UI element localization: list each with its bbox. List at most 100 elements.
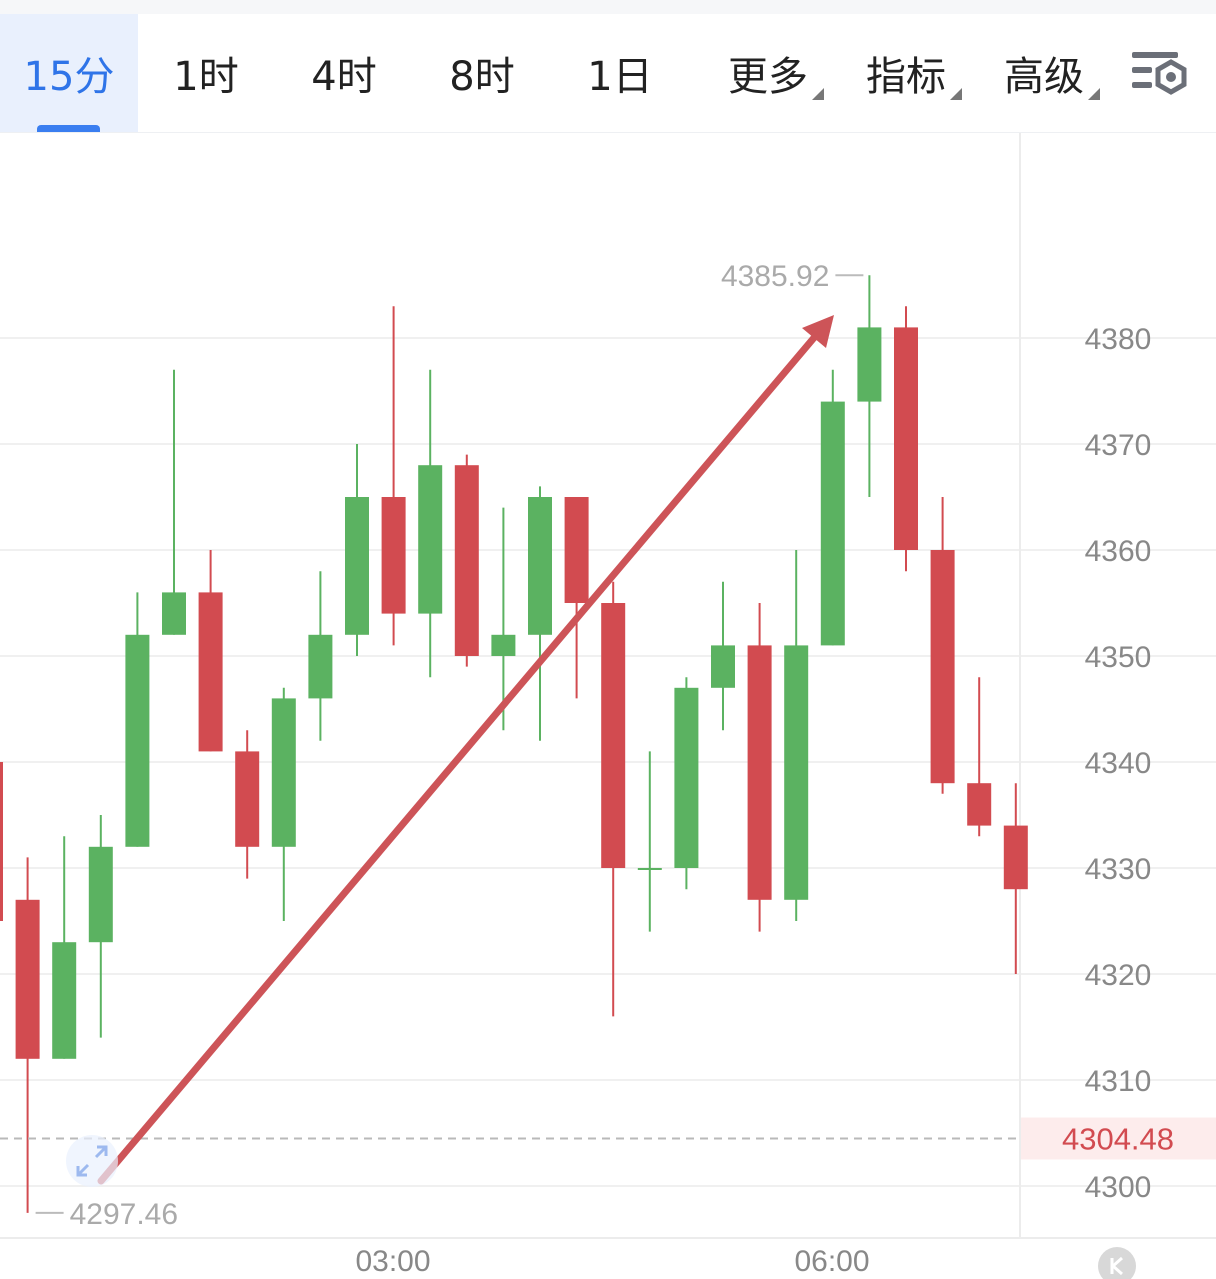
candle-body — [747, 645, 772, 900]
candle — [820, 369, 845, 646]
candle-body — [381, 497, 406, 614]
dropdown-corner-icon — [812, 88, 824, 100]
candle — [198, 550, 223, 752]
dropdown-corner-icon — [1088, 88, 1100, 100]
price-tick-label: 4380 — [1085, 323, 1152, 356]
candle-body — [52, 942, 77, 1059]
candle — [15, 857, 40, 1213]
candle-body — [308, 634, 333, 699]
low-price-label: 4297.46 — [70, 1198, 178, 1231]
time-tick-label: 06:00 — [794, 1245, 869, 1278]
tab-4hour[interactable]: 4时 — [278, 14, 410, 132]
chart-settings-button[interactable] — [1124, 40, 1194, 108]
candle-body — [88, 846, 113, 943]
candle — [637, 751, 662, 932]
more-dropdown-label: 更多 — [728, 54, 808, 100]
candle — [308, 571, 333, 741]
price-tick-label: 4340 — [1085, 747, 1152, 780]
candlestick-chart[interactable]: 4300 4310 4320 4330 4340 4350 4360 4370 4380 03:… — [0, 133, 1216, 1279]
tab-1day[interactable]: 1日 — [554, 14, 686, 132]
candle — [491, 507, 516, 731]
price-tick-label: 4300 — [1085, 1171, 1152, 1204]
candle-body — [930, 550, 955, 784]
candle — [345, 444, 369, 656]
chart-settings-icon — [1132, 52, 1187, 95]
current-price-badge — [1021, 1117, 1216, 1160]
indicator-dropdown[interactable]: 指标 — [850, 14, 962, 132]
candle — [88, 815, 113, 1038]
tab-8hour-label: 8时 — [449, 54, 515, 100]
candle — [784, 550, 809, 921]
candle — [271, 687, 296, 921]
candle-body — [15, 899, 40, 1059]
candle-body — [637, 868, 662, 870]
trend-arrow-annotation — [97, 315, 834, 1185]
candle — [857, 275, 882, 497]
candle-body — [162, 592, 186, 635]
candle — [418, 369, 443, 678]
candle-body — [967, 783, 992, 826]
status-strip — [0, 0, 1216, 14]
candle-body — [674, 687, 699, 868]
candle-body — [345, 497, 369, 635]
candle-body — [784, 645, 809, 900]
candle — [894, 306, 918, 572]
advanced-dropdown-label: 高级 — [1004, 54, 1084, 100]
candle-body — [271, 698, 296, 847]
more-dropdown[interactable]: 更多 — [712, 14, 824, 132]
price-tick-label: 4320 — [1085, 959, 1152, 992]
tab-1hour-label: 1时 — [173, 54, 239, 100]
advanced-dropdown[interactable]: 高级 — [988, 14, 1100, 132]
candle-body — [857, 327, 882, 402]
candle — [711, 581, 735, 731]
price-tick-label: 4350 — [1085, 641, 1152, 674]
candle-body — [894, 327, 918, 550]
dropdown-corner-icon — [950, 88, 962, 100]
candle-body — [491, 634, 516, 656]
price-axis: 4300 4310 4320 4330 4340 4350 4360 4370 4380 — [1085, 323, 1152, 1204]
candle — [674, 677, 699, 890]
k-logo-icon — [1098, 1247, 1136, 1279]
time-tick-label: 03:00 — [355, 1245, 430, 1278]
indicator-dropdown-label: 指标 — [866, 54, 946, 100]
candle-body — [454, 465, 479, 656]
tab-8hour[interactable]: 8时 — [416, 14, 548, 132]
current-price-label: 4304.48 — [1062, 1122, 1174, 1157]
candle-body — [0, 762, 3, 921]
candle-body — [418, 465, 443, 614]
high-price-label: 4385.92 — [721, 260, 829, 293]
price-tick-label: 4360 — [1085, 535, 1152, 568]
candle — [528, 486, 552, 741]
price-tick-label: 4310 — [1085, 1065, 1152, 1098]
tab-15min-label: 15分 — [23, 54, 115, 100]
candle — [381, 306, 406, 646]
active-tab-indicator — [37, 125, 100, 132]
candle — [601, 581, 626, 1017]
candles — [0, 275, 1028, 1213]
timeframe-toolbar: 15分 1时 4时 8时 1日 更多 指标 高级 — [0, 0, 1216, 133]
candle-body — [1003, 825, 1028, 890]
candle — [162, 369, 186, 635]
tab-1hour[interactable]: 1时 — [140, 14, 272, 132]
candle-body — [564, 497, 589, 603]
candle — [1003, 783, 1028, 974]
tab-15min[interactable]: 15分 — [0, 14, 138, 132]
candle — [125, 592, 150, 847]
candle — [235, 730, 260, 879]
candle-body — [711, 645, 735, 688]
price-tick-label: 4330 — [1085, 853, 1152, 886]
candle — [930, 497, 955, 794]
tab-4hour-label: 4时 — [311, 54, 377, 100]
candle-body — [528, 497, 552, 635]
candle — [52, 836, 77, 1059]
candle — [564, 497, 589, 699]
candle-body — [125, 634, 150, 847]
candle-body — [235, 751, 260, 847]
expand-chart-icon[interactable] — [66, 1135, 118, 1187]
candle — [0, 762, 3, 921]
candle — [967, 677, 992, 837]
tab-1day-label: 1日 — [587, 54, 653, 100]
candle-body — [601, 603, 626, 868]
candle-body — [820, 401, 845, 646]
candle — [747, 603, 772, 932]
